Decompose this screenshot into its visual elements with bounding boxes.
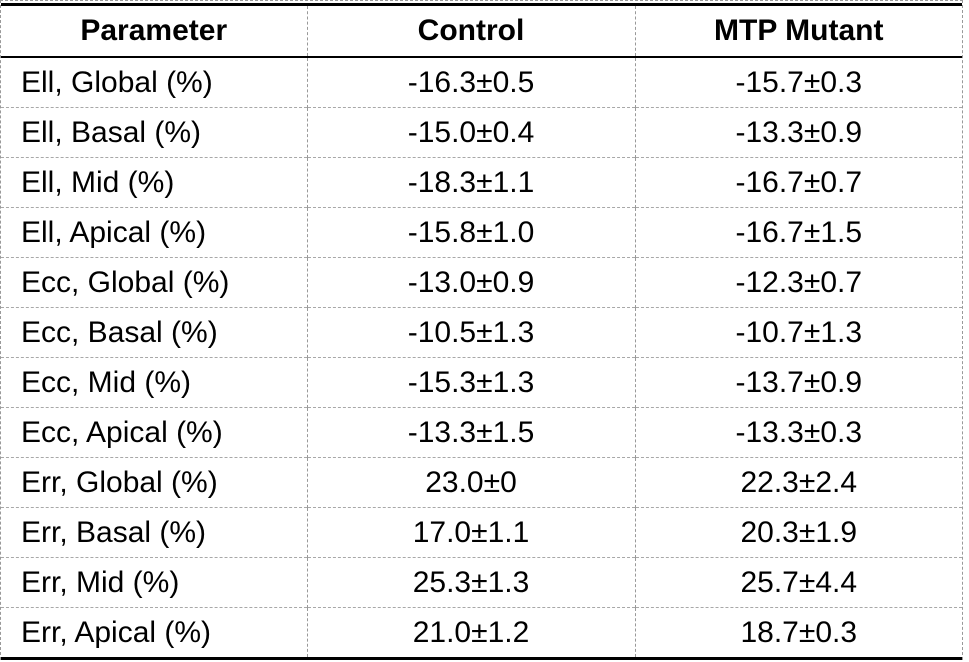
table-row: Ecc, Mid (%) -15.3±1.3 -13.7±0.9 [1,357,962,408]
parameter-cell: Ecc, Apical (%) [1,407,307,458]
parameter-cell: Ell, Mid (%) [1,157,307,208]
column-header-mtp-mutant: MTP Mutant [634,4,962,58]
parameter-cell: Ecc, Basal (%) [1,307,307,358]
control-cell: -13.3±1.5 [306,407,635,458]
strain-parameters-table: Parameter Control MTP Mutant Ell, Global… [1,3,962,660]
parameter-cell: Err, Global (%) [1,457,307,508]
table-row: Ell, Basal (%) -15.0±0.4 -13.3±0.9 [1,107,962,158]
parameter-cell: Ell, Basal (%) [1,107,307,158]
table-row: Ecc, Global (%) -13.0±0.9 -12.3±0.7 [1,257,962,308]
table-row: Err, Global (%) 23.0±0 22.3±2.4 [1,457,962,508]
parameter-cell: Ell, Apical (%) [1,207,307,258]
parameter-cell: Ell, Global (%) [21,65,213,99]
table-row: Ecc, Basal (%) -10.5±1.3 -10.7±1.3 [1,307,962,358]
mtp-mutant-cell: -12.3±0.7 [634,257,962,308]
control-cell: -10.5±1.3 [306,307,635,358]
control-cell: -15.3±1.3 [306,357,635,408]
column-header-parameter: Parameter [1,4,307,58]
mtp-mutant-cell: -10.7±1.3 [634,307,962,358]
header-row: Parameter Control MTP Mutant [1,4,962,58]
control-cell: -13.0±0.9 [306,257,635,308]
table-row: Err, Apical (%) 21.0±1.2 18.7±0.3 [1,607,962,659]
parameter-cell: Err, Mid (%) [1,557,307,608]
parameter-cell: Ecc, Global (%) [1,257,307,308]
mtp-mutant-cell: -16.7±0.7 [634,157,962,208]
control-cell: 25.3±1.3 [306,557,635,608]
mtp-mutant-cell: -13.3±0.9 [634,107,962,158]
control-cell: 21.0±1.2 [306,607,635,659]
table-row: Ecc, Apical (%) -13.3±1.5 -13.3±0.3 [1,407,962,458]
table-row: Err, Mid (%) 25.3±1.3 25.7±4.4 [1,557,962,608]
mtp-mutant-cell: 25.7±4.4 [634,557,962,608]
mtp-mutant-cell: -15.7±0.3 [634,57,962,108]
table-row: Ell, Apical (%) -15.8±1.0 -16.7±1.5 [1,207,962,258]
mtp-mutant-cell: -13.3±0.3 [634,407,962,458]
mtp-mutant-cell: 22.3±2.4 [634,457,962,508]
control-cell: 23.0±0 [306,457,635,508]
control-cell: -15.0±0.4 [306,107,635,158]
table-row: Ell, Global (%) -16.3±0.5 -15.7±0.3 [1,57,962,108]
mtp-mutant-cell: -13.7±0.9 [634,357,962,408]
mtp-mutant-cell: -16.7±1.5 [634,207,962,258]
control-cell: -16.3±0.5 [306,57,635,108]
control-cell: -15.8±1.0 [306,207,635,258]
control-cell: -18.3±1.1 [306,157,635,208]
mtp-mutant-cell: 20.3±1.9 [634,507,962,558]
table-row: Ell, Mid (%) -18.3±1.1 -16.7±0.7 [1,157,962,208]
table-row: Err, Basal (%) 17.0±1.1 20.3±1.9 [1,507,962,558]
mtp-mutant-cell: 18.7±0.3 [634,607,962,659]
column-header-control: Control [306,4,635,58]
parameter-cell: Err, Apical (%) [1,607,307,659]
parameter-cell: Ecc, Mid (%) [1,357,307,408]
parameter-cell: Err, Basal (%) [1,507,307,558]
control-cell: 17.0±1.1 [306,507,635,558]
